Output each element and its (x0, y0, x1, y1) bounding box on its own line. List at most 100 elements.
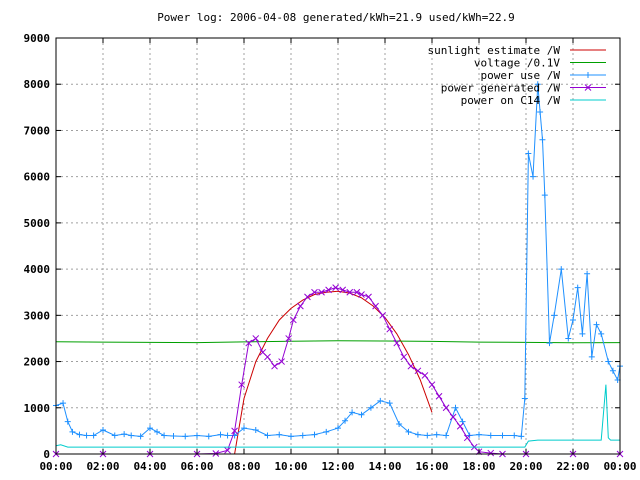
data-point (433, 431, 440, 438)
data-point (452, 404, 459, 411)
data-point (100, 426, 106, 433)
data-point (111, 432, 118, 439)
y-tick-label: 6000 (24, 171, 51, 184)
data-point (537, 108, 544, 115)
data-point (76, 431, 83, 438)
data-point (69, 428, 76, 435)
data-point (456, 422, 464, 430)
data-point (358, 291, 365, 298)
x-tick-label: 22:00 (556, 460, 589, 473)
data-point (521, 395, 528, 402)
data-point (400, 353, 408, 361)
legend-entry: power on C14 /W (461, 94, 606, 107)
data-point (325, 286, 332, 294)
x-tick-label: 02:00 (86, 460, 119, 473)
data-point (570, 316, 576, 323)
data-point (487, 432, 494, 439)
y-tick-label: 1000 (24, 402, 51, 415)
series-line (56, 287, 620, 455)
series-0 (234, 290, 433, 455)
data-point (346, 288, 354, 296)
x-tick-label: 00:00 (39, 460, 72, 473)
data-point (499, 432, 506, 439)
data-point (194, 432, 200, 439)
data-point (442, 404, 450, 412)
data-point (339, 286, 347, 294)
data-point (377, 397, 384, 404)
x-tick-label: 20:00 (509, 460, 542, 473)
series-line (234, 290, 433, 455)
data-point (476, 431, 482, 438)
y-tick-label: 4000 (24, 263, 51, 276)
y-tick-label: 7000 (24, 124, 51, 137)
data-point (241, 425, 247, 432)
data-point (137, 433, 144, 440)
data-point (64, 418, 71, 425)
data-point (297, 302, 304, 310)
data-point (487, 449, 495, 457)
data-point (396, 420, 403, 427)
data-point (593, 321, 600, 328)
chart-title: Power log: 2006-04-08 generated/kWh=21.9… (157, 11, 515, 24)
data-point (289, 316, 297, 324)
data-point (205, 433, 212, 440)
data-point (252, 426, 259, 433)
legend-entry: power use /W (481, 69, 606, 82)
data-point (421, 372, 429, 379)
data-point (546, 340, 553, 347)
data-point (407, 362, 415, 370)
data-point (332, 284, 340, 291)
data-point (598, 330, 605, 337)
data-point (379, 311, 387, 319)
data-point (299, 432, 306, 439)
data-point (435, 392, 443, 400)
data-point (424, 432, 431, 439)
data-point (60, 400, 67, 407)
data-point (414, 367, 422, 375)
series-line (55, 384, 620, 448)
data-point (288, 433, 294, 440)
data-point (121, 431, 128, 438)
data-point (335, 425, 341, 432)
x-tick-label: 14:00 (368, 460, 401, 473)
data-point (405, 428, 412, 435)
x-tick-label: 10:00 (274, 460, 307, 473)
data-point (304, 293, 311, 301)
x-tick-label: 04:00 (133, 460, 166, 473)
data-point (565, 335, 572, 342)
data-point (161, 432, 168, 439)
data-point (530, 173, 537, 180)
data-point (541, 192, 548, 199)
data-point (271, 362, 278, 370)
data-point (224, 432, 231, 439)
data-point (463, 434, 471, 442)
data-point (311, 288, 318, 296)
data-point (264, 432, 271, 439)
data-point (605, 358, 612, 365)
data-point (147, 425, 153, 432)
data-point (518, 433, 525, 440)
series-4 (55, 384, 620, 448)
y-tick-label: 0 (43, 448, 50, 461)
legend-label: sunlight estimate /W (428, 44, 561, 57)
data-point (386, 325, 394, 333)
data-point (285, 335, 293, 342)
data-point (414, 431, 421, 438)
x-tick-label: 18:00 (462, 460, 495, 473)
y-tick-label: 8000 (24, 78, 51, 91)
data-point (217, 431, 224, 438)
data-point (525, 150, 532, 157)
data-point (128, 432, 135, 439)
data-point (358, 411, 365, 418)
data-point (449, 413, 457, 421)
data-point (579, 330, 586, 337)
legend-marker (584, 84, 592, 91)
data-point (231, 427, 238, 435)
y-tick-label: 3000 (24, 309, 51, 322)
data-point (393, 339, 401, 347)
data-point (245, 339, 253, 347)
data-point (386, 400, 393, 407)
legend-label: power on C14 /W (461, 94, 561, 107)
data-point (367, 404, 374, 411)
